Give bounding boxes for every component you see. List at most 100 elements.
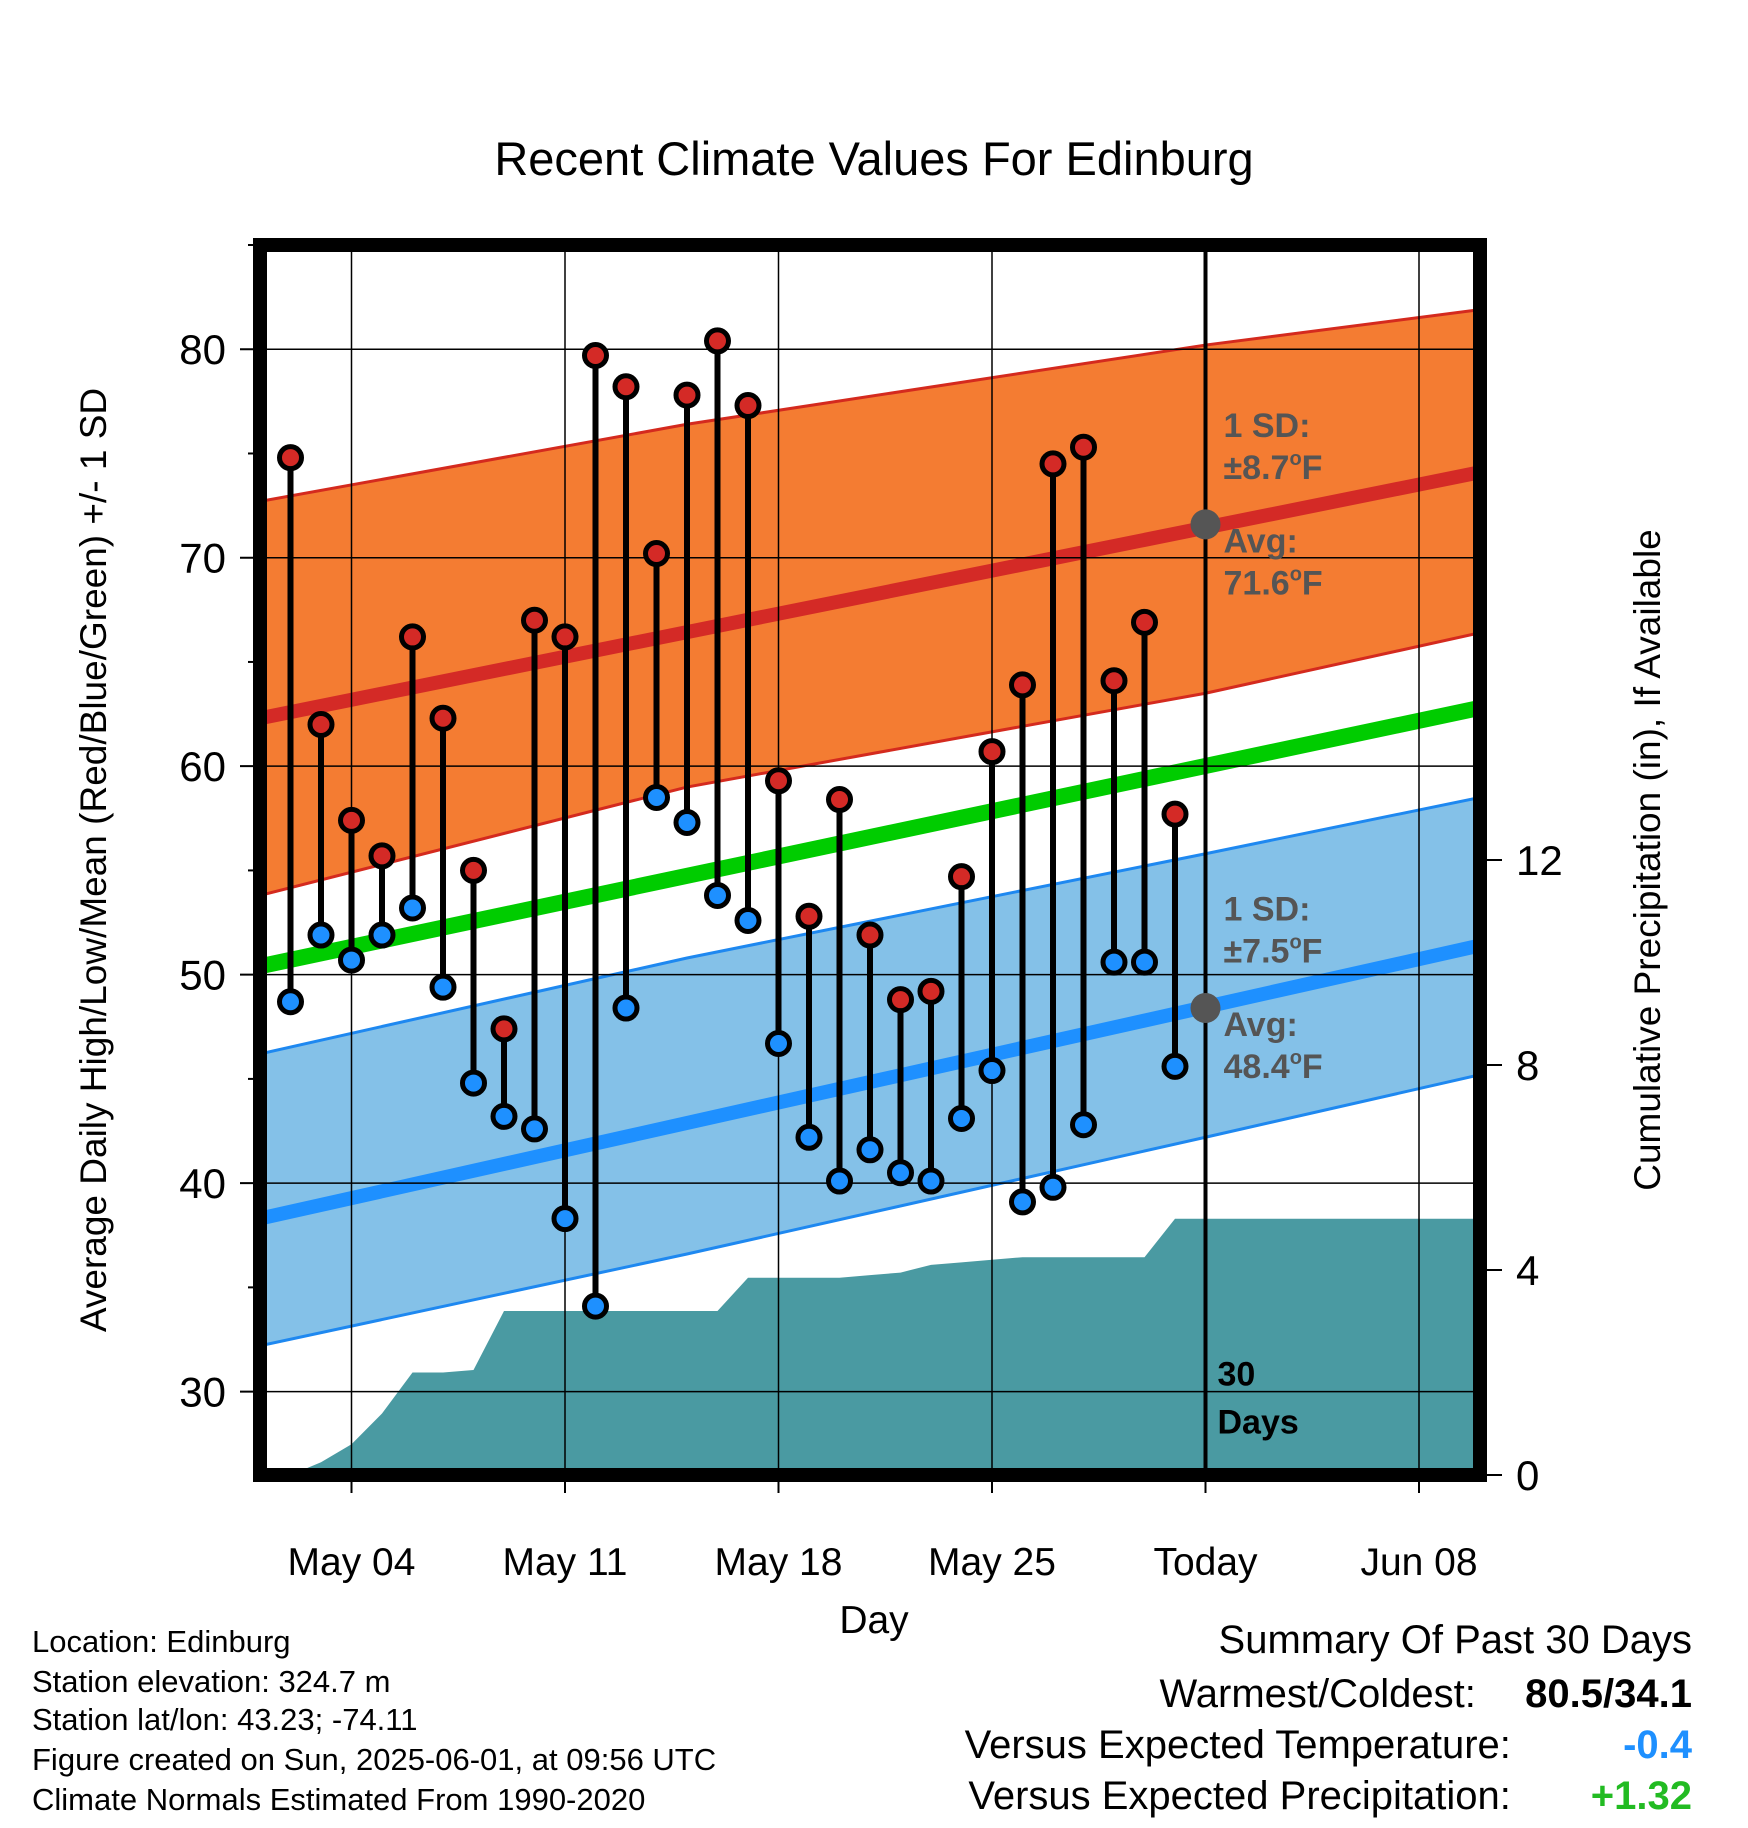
high-point: [399, 623, 426, 651]
high-point: [704, 327, 731, 355]
low-point: [978, 1057, 1006, 1085]
high-point: [551, 623, 579, 651]
low-point: [582, 1292, 609, 1320]
high-point: [887, 986, 914, 1014]
summary-title: Summary Of Past 30 Days: [1218, 1618, 1692, 1662]
y-tick-label: 70: [179, 535, 226, 582]
low-point: [643, 783, 670, 811]
footer-elevation: Station elevation: 324.7 m: [32, 1664, 391, 1699]
y-tick-label: 40: [179, 1160, 226, 1207]
summary-precip-label: Versus Expected Precipitation:: [968, 1774, 1511, 1818]
y-tick-label: 60: [179, 743, 226, 790]
high-avg-label: Avg:: [1224, 522, 1298, 560]
today-days-number: 30: [1218, 1355, 1256, 1393]
low-point: [338, 946, 365, 974]
summary-temp: Versus Expected Temperature: -0.4: [965, 1723, 1692, 1768]
y-axis-label: Average Daily High/Low/Mean (Red/Blue/Gr…: [73, 388, 114, 1332]
summary-warm-cold: Warmest/Coldest: 80.5/34.1: [1160, 1672, 1693, 1717]
low-point: [734, 906, 762, 934]
low-point: [948, 1105, 975, 1133]
high-point: [521, 606, 548, 634]
footer-normals: Climate Normals Estimated From 1990-2020: [32, 1782, 646, 1817]
high-point: [734, 392, 762, 420]
high-point: [338, 806, 365, 834]
low-point: [399, 894, 426, 922]
high-point: [856, 921, 884, 949]
high-sd-degree: o: [1289, 448, 1301, 470]
low-sd-band-lower-edge: [260, 1073, 1480, 1348]
y2-tick-label: 4: [1516, 1247, 1539, 1294]
y-tick-label: 80: [179, 326, 226, 373]
low-point: [887, 1159, 914, 1187]
high-avg-unit: F: [1302, 564, 1323, 602]
low-point: [1161, 1052, 1189, 1080]
low-avg-unit: F: [1302, 1048, 1323, 1086]
y2-tick-label: 12: [1516, 837, 1563, 884]
summary-precip: Versus Expected Precipitation: +1.32: [968, 1774, 1692, 1819]
high-avg-degree: o: [1290, 563, 1302, 585]
low-point: [429, 973, 457, 1001]
low-point: [856, 1136, 884, 1164]
high-point: [1009, 671, 1036, 699]
low-avg-label: Avg:: [1224, 1006, 1298, 1044]
low-point: [551, 1205, 579, 1233]
axes: 30 40 50 60 70 80 0 4 8 12 May 04 May 11 May 18 May 2…: [179, 238, 1563, 1584]
low-point: [1070, 1111, 1097, 1139]
y2-tick-label: 8: [1516, 1042, 1539, 1089]
low-sd-value: ±7.5oF: [1224, 931, 1323, 970]
x-tick-label: May 11: [503, 1541, 628, 1584]
chart-title: Recent Climate Values For Edinburg: [494, 132, 1253, 185]
high-point: [1131, 608, 1158, 636]
x-tick-label: Today: [1153, 1541, 1258, 1584]
x-tick-label: May 25: [928, 1541, 1056, 1584]
high-point: [612, 373, 640, 401]
low-point: [826, 1167, 853, 1195]
today-days-word: Days: [1218, 1403, 1299, 1441]
right-axis-label: Cumulative Precipitation (in), If Availa…: [1627, 529, 1668, 1191]
y-tick-label: 50: [179, 952, 226, 999]
low-avg-value: 48.4oF: [1224, 1047, 1323, 1086]
y-tick-label: 30: [179, 1369, 226, 1416]
high-point: [826, 786, 853, 814]
high-point: [460, 856, 487, 884]
summary-warm-cold-label: Warmest/Coldest:: [1159, 1672, 1476, 1716]
high-sd-band-upper-edge: [260, 308, 1480, 503]
low-point: [460, 1069, 487, 1097]
high-point: [978, 738, 1006, 766]
low-point: [277, 988, 304, 1016]
high-point: [795, 902, 823, 930]
low-sd-degree: o: [1289, 931, 1301, 953]
high-sd-unit: F: [1302, 449, 1323, 487]
high-sd-label: 1 SD:: [1224, 407, 1311, 445]
low-sd-label: 1 SD:: [1224, 890, 1311, 928]
summary-precip-value: +1.32: [1590, 1774, 1692, 1818]
summary-warm-cold-value: 80.5/34.1: [1525, 1672, 1692, 1716]
high-point: [1161, 800, 1189, 828]
high-point: [429, 704, 457, 732]
y2-tick-label: 0: [1516, 1452, 1539, 1499]
high-avg-value: 71.6oF: [1224, 563, 1323, 602]
high-point: [1070, 433, 1097, 461]
footer-created: Figure created on Sun, 2025-06-01, at 09…: [32, 1742, 717, 1777]
x-tick-label: Jun 08: [1360, 1541, 1477, 1584]
high-point: [948, 863, 975, 891]
high-point: [673, 381, 701, 409]
low-point: [612, 994, 640, 1022]
low-point: [673, 808, 701, 836]
footer-latlon: Station lat/lon: 43.23; -74.11: [32, 1702, 418, 1737]
footer-location: Location: Edinburg: [32, 1624, 291, 1659]
x-tick-label: May 18: [715, 1541, 843, 1584]
low-point: [704, 881, 731, 909]
high-point: [1039, 450, 1067, 478]
high-point: [368, 842, 396, 870]
low-point: [1009, 1188, 1036, 1216]
high-point: [1100, 667, 1128, 695]
low-point: [917, 1167, 945, 1195]
low-point: [795, 1123, 823, 1151]
normal-high-line: [260, 465, 1480, 726]
low-point: [521, 1115, 548, 1143]
high-sd-band-lower-edge: [260, 631, 1480, 897]
low-avg-degree: o: [1290, 1047, 1302, 1069]
low-avg-marker: [1190, 993, 1221, 1024]
